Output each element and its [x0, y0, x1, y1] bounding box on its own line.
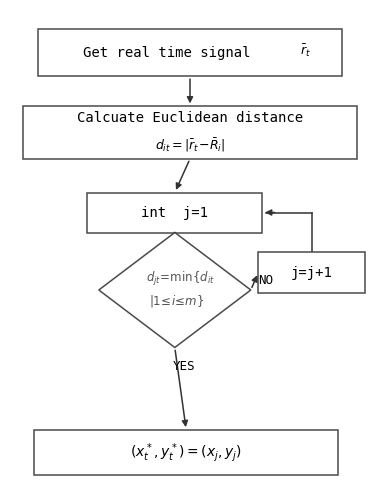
Text: NO: NO — [258, 274, 273, 287]
Text: $(x_t^*, y_t^*) = (x_j, y_j)$: $(x_t^*, y_t^*) = (x_j, y_j)$ — [130, 441, 242, 464]
FancyBboxPatch shape — [38, 28, 342, 76]
Text: YES: YES — [173, 360, 196, 373]
Text: $|1\!\leq\! i\!\leq\! m\}$: $|1\!\leq\! i\!\leq\! m\}$ — [149, 293, 204, 309]
Text: $d_{it}=|\bar{r}_t\!-\!\bar{R}_i|$: $d_{it}=|\bar{r}_t\!-\!\bar{R}_i|$ — [155, 136, 225, 154]
Text: $d_{jt}\!=\!\min\{d_{it}$: $d_{jt}\!=\!\min\{d_{it}$ — [146, 270, 215, 288]
Polygon shape — [99, 232, 251, 347]
Text: int  j=1: int j=1 — [141, 206, 208, 220]
Text: Calcuate Euclidean distance: Calcuate Euclidean distance — [77, 112, 303, 126]
FancyBboxPatch shape — [258, 252, 365, 292]
Text: j=j+1: j=j+1 — [291, 266, 332, 280]
Text: Get real time signal: Get real time signal — [84, 46, 251, 60]
FancyBboxPatch shape — [23, 106, 357, 159]
Text: $\bar{r}_t$: $\bar{r}_t$ — [301, 42, 311, 59]
FancyBboxPatch shape — [34, 430, 338, 475]
FancyBboxPatch shape — [87, 192, 262, 232]
